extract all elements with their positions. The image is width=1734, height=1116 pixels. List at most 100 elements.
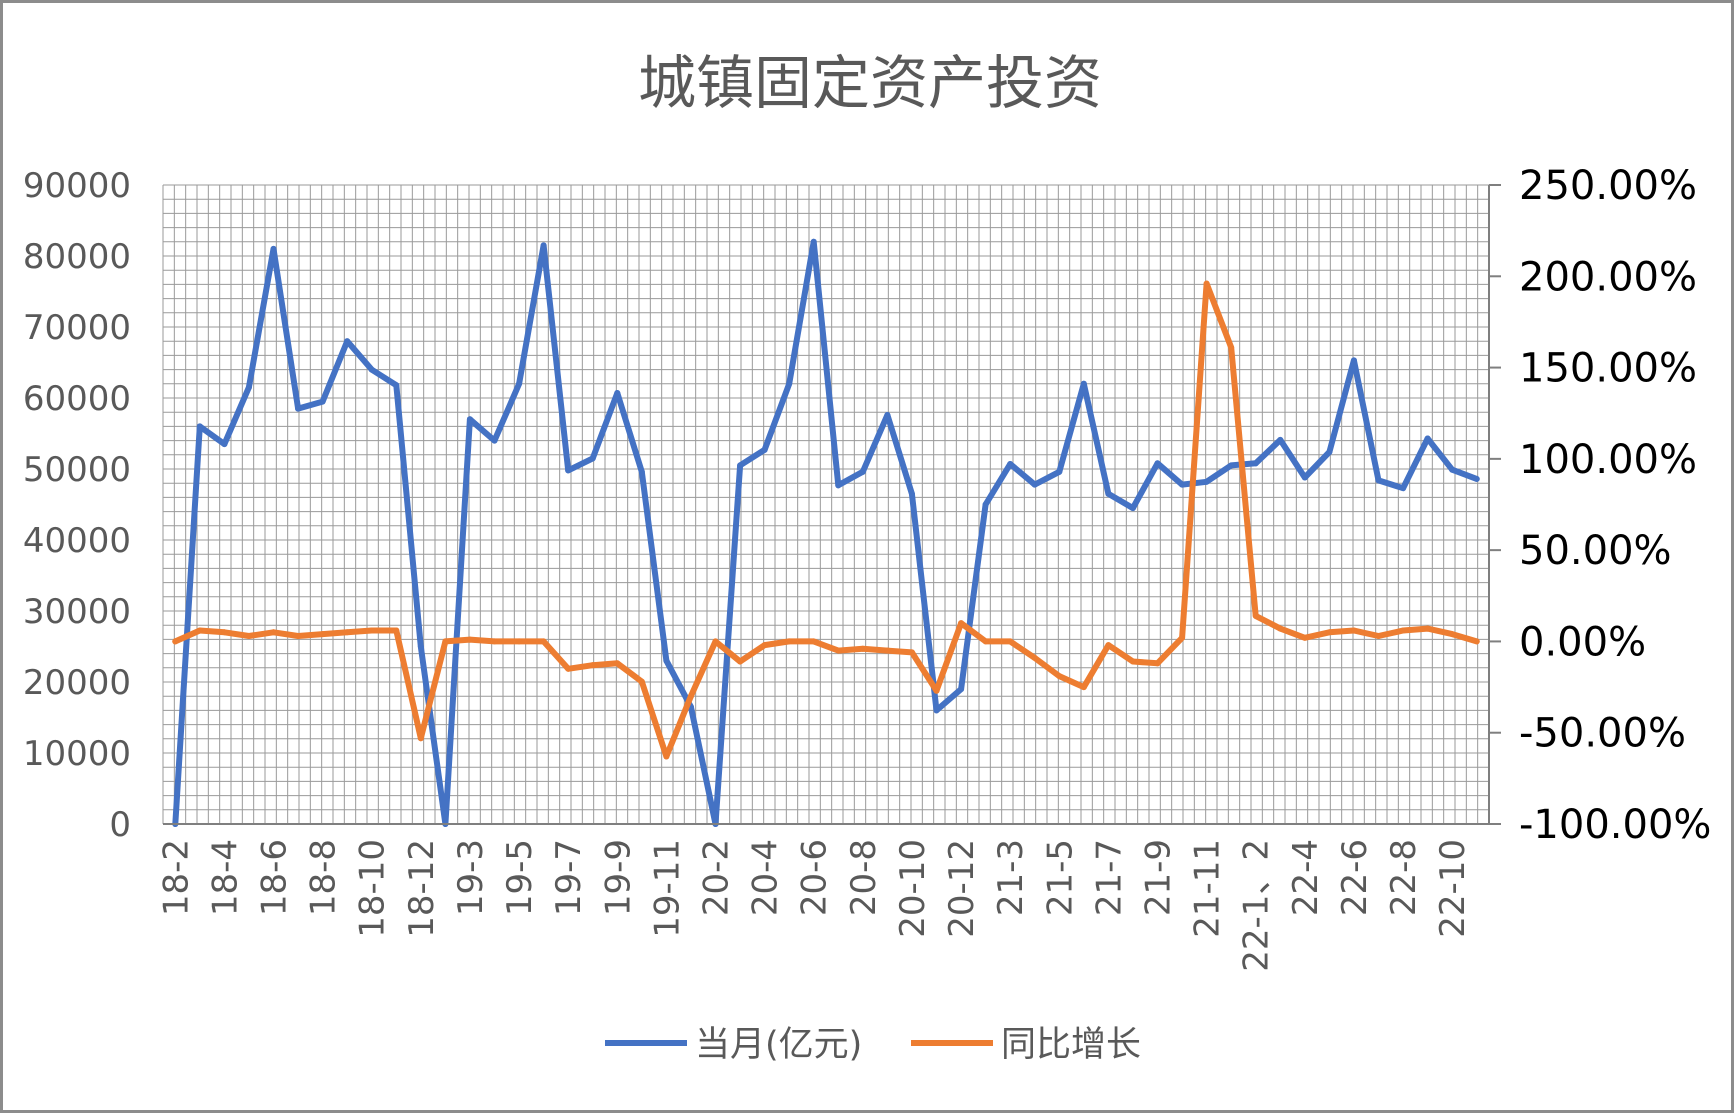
data-point-yoy (589, 662, 596, 669)
y-axis-left: 0 10000 20000 30000 40000 50000 60000 70000 8000… (23, 166, 131, 845)
data-point-yoy (1424, 625, 1431, 632)
data-point-yoy (1228, 344, 1235, 351)
series-line-yoy (172, 280, 1480, 760)
data-point-monthly (589, 455, 596, 462)
x-tick-label: 18-2 (156, 839, 196, 916)
y-right-tick-label: 0.00% (1519, 619, 1646, 665)
data-point-monthly (221, 441, 228, 448)
data-point-monthly (663, 657, 670, 664)
data-point-monthly (1031, 481, 1038, 488)
data-point-yoy (540, 638, 547, 645)
x-tick-label: 18-4 (205, 839, 245, 916)
y-left-tick-label: 20000 (23, 663, 131, 703)
y-left-tick-label: 0 (109, 805, 131, 845)
data-point-monthly (491, 437, 498, 444)
legend-label-monthly: 当月(亿元) (695, 1025, 862, 1065)
data-point-monthly (1473, 475, 1480, 482)
data-point-yoy (786, 638, 793, 645)
legend-item-monthly: 当月(亿元) (605, 1025, 862, 1065)
x-tick-label: 22-6 (1335, 839, 1375, 916)
x-tick-label: 19-9 (598, 839, 638, 916)
x-tick-label: 20-4 (746, 839, 786, 916)
x-axis: 18-2 18-4 18-6 18-8 18-10 18-12 19-3 19-5 19-7 19… (156, 823, 1489, 972)
data-point-monthly (393, 382, 400, 389)
y-left-tick-label: 80000 (23, 237, 131, 277)
data-point-monthly (270, 245, 277, 252)
data-point-monthly (737, 462, 744, 469)
data-point-monthly (1400, 485, 1407, 492)
x-tick-label: 18-8 (304, 839, 344, 916)
data-point-yoy (1301, 634, 1308, 641)
data-point-monthly (1007, 461, 1014, 468)
data-point-monthly (344, 338, 351, 345)
data-point-yoy (1473, 638, 1480, 645)
data-point-monthly (1301, 474, 1308, 481)
x-tick-label: 21-7 (1089, 839, 1129, 916)
data-point-yoy (1252, 612, 1259, 619)
data-point-monthly (1424, 435, 1431, 442)
data-point-yoy (1400, 627, 1407, 634)
data-point-yoy (1154, 660, 1161, 667)
data-point-yoy (638, 678, 645, 685)
x-tick-label: 20-6 (795, 839, 835, 916)
data-point-monthly (908, 490, 915, 497)
data-point-yoy (1375, 632, 1382, 639)
chart-grid (162, 184, 1490, 825)
data-point-monthly (516, 380, 523, 387)
data-point-monthly (295, 405, 302, 412)
data-point-yoy (270, 629, 277, 636)
y-left-tick-label: 10000 (23, 734, 131, 774)
legend-label-yoy: 同比增长 (1001, 1025, 1141, 1065)
data-point-yoy (737, 658, 744, 665)
data-point-yoy (295, 632, 302, 639)
y-right-tick-label: 50.00% (1519, 528, 1672, 574)
data-point-yoy (859, 645, 866, 652)
data-point-yoy (1129, 658, 1136, 665)
data-point-yoy (1350, 627, 1357, 634)
data-point-yoy (1105, 642, 1112, 649)
y-left-tick-label: 90000 (23, 166, 131, 206)
y-left-tick-label: 40000 (23, 521, 131, 561)
y-left-tick-label: 50000 (23, 450, 131, 490)
data-point-monthly (1154, 460, 1161, 467)
legend-item-yoy: 同比增长 (911, 1025, 1141, 1065)
data-point-yoy (368, 627, 375, 634)
data-point-yoy (982, 638, 989, 645)
data-point-yoy (516, 638, 523, 645)
data-point-yoy (958, 620, 965, 627)
x-tick-label: 19-7 (549, 839, 589, 916)
data-point-yoy (344, 629, 351, 636)
data-point-monthly (319, 398, 326, 405)
y-right-tick-label: 200.00% (1519, 254, 1697, 300)
data-point-yoy (442, 638, 449, 645)
data-point-yoy (319, 631, 326, 638)
y-axis-right: -100.00% -50.00% 0.00% 50.00% 100.00% 150.00%… (1488, 163, 1711, 848)
data-point-yoy (172, 638, 179, 645)
data-point-yoy (1326, 629, 1333, 636)
data-point-yoy (1031, 654, 1038, 661)
data-point-yoy (466, 636, 473, 643)
data-point-monthly (565, 467, 572, 474)
data-point-monthly (540, 242, 547, 249)
data-point-yoy (245, 632, 252, 639)
y-right-tick-label: -50.00% (1519, 711, 1686, 757)
chart-title: 城镇固定资产投资 (638, 49, 1102, 117)
y-right-tick-label: 150.00% (1519, 346, 1697, 392)
data-point-monthly (1228, 462, 1235, 469)
data-point-yoy (761, 642, 768, 649)
data-point-monthly (1449, 466, 1456, 473)
data-point-yoy (221, 629, 228, 636)
data-point-monthly (1056, 468, 1063, 475)
data-point-yoy (393, 627, 400, 634)
x-tick-label: 20-8 (844, 839, 884, 916)
data-point-monthly (1179, 481, 1186, 488)
data-point-monthly (1080, 380, 1087, 387)
x-tick-label: 19-3 (451, 839, 491, 916)
x-tick-label: 21-9 (1139, 839, 1179, 916)
data-point-yoy (1056, 673, 1063, 680)
line-chart: 城镇固定资产投资 0 10000 20000 30000 40000 50000 60000… (23, 49, 1712, 1065)
data-point-yoy (687, 693, 694, 700)
data-point-monthly (466, 416, 473, 423)
data-point-monthly (982, 501, 989, 508)
data-point-yoy (565, 665, 572, 672)
